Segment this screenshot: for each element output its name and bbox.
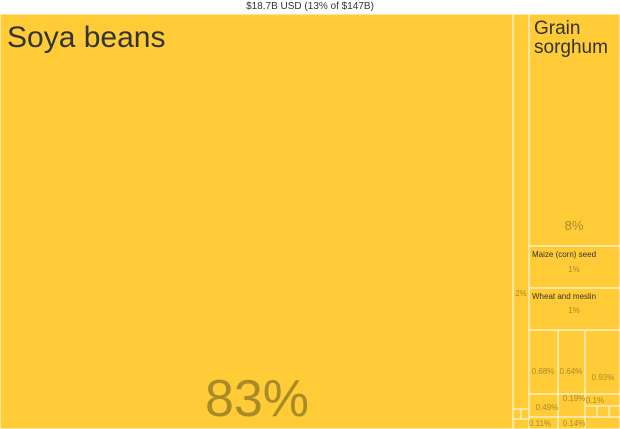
- tile-share-label: 1%: [568, 306, 580, 315]
- treemap-tile-item-1[interactable]: [512, 14, 530, 429]
- chart-total-header: $18.7B USD (13% of $147B): [246, 1, 374, 12]
- tile-share-label: 0.1%: [586, 396, 604, 405]
- tile-share-label: 2%: [515, 289, 527, 298]
- tile-share-label: 0.14%: [563, 419, 586, 428]
- tile-share-label: 8%: [565, 218, 584, 233]
- tile-label-maize-corn-seed: Maize (corn) seed: [532, 250, 596, 259]
- tile-share-label: 0.19%: [563, 394, 586, 403]
- tile-label-wheat-and-meslin: Wheat and meslin: [532, 292, 596, 301]
- treemap-small-tile[interactable]: [512, 418, 530, 429]
- tile-share-label: 0.93%: [592, 373, 615, 382]
- treemap-tile-grain-sorghum[interactable]: [528, 14, 620, 247]
- treemap-small-tile[interactable]: [584, 416, 620, 429]
- treemap-small-tile[interactable]: [512, 408, 522, 420]
- treemap-small-tile[interactable]: [608, 405, 620, 418]
- treemap-tile-soya-beans[interactable]: [0, 14, 514, 429]
- tile-share-label: 0.64%: [560, 367, 583, 376]
- treemap-small-tile[interactable]: [596, 405, 610, 418]
- tile-share-label: 1%: [568, 265, 580, 274]
- tile-share-label: 83%: [205, 370, 309, 428]
- tile-share-label: 0.11%: [529, 419, 551, 428]
- tile-label-grain-sorghum-line1: Grain: [534, 18, 580, 39]
- treemap-tile-maize-corn-seed[interactable]: [528, 245, 620, 289]
- tile-label-soya-beans: Soya beans: [7, 21, 165, 54]
- treemap-tile-item-5[interactable]: [528, 329, 559, 395]
- tile-share-label: 0.68%: [532, 367, 555, 376]
- treemap-tile-wheat-and-meslin[interactable]: [528, 287, 620, 331]
- tile-share-label: 0.49%: [536, 403, 559, 412]
- treemap-small-tile[interactable]: [584, 405, 598, 418]
- treemap-tile-item-7[interactable]: [584, 329, 620, 395]
- tile-label-grain-sorghum-line2: sorghum: [534, 37, 608, 58]
- treemap-tile-item-6[interactable]: [557, 329, 586, 395]
- treemap-small-tile[interactable]: [520, 408, 530, 420]
